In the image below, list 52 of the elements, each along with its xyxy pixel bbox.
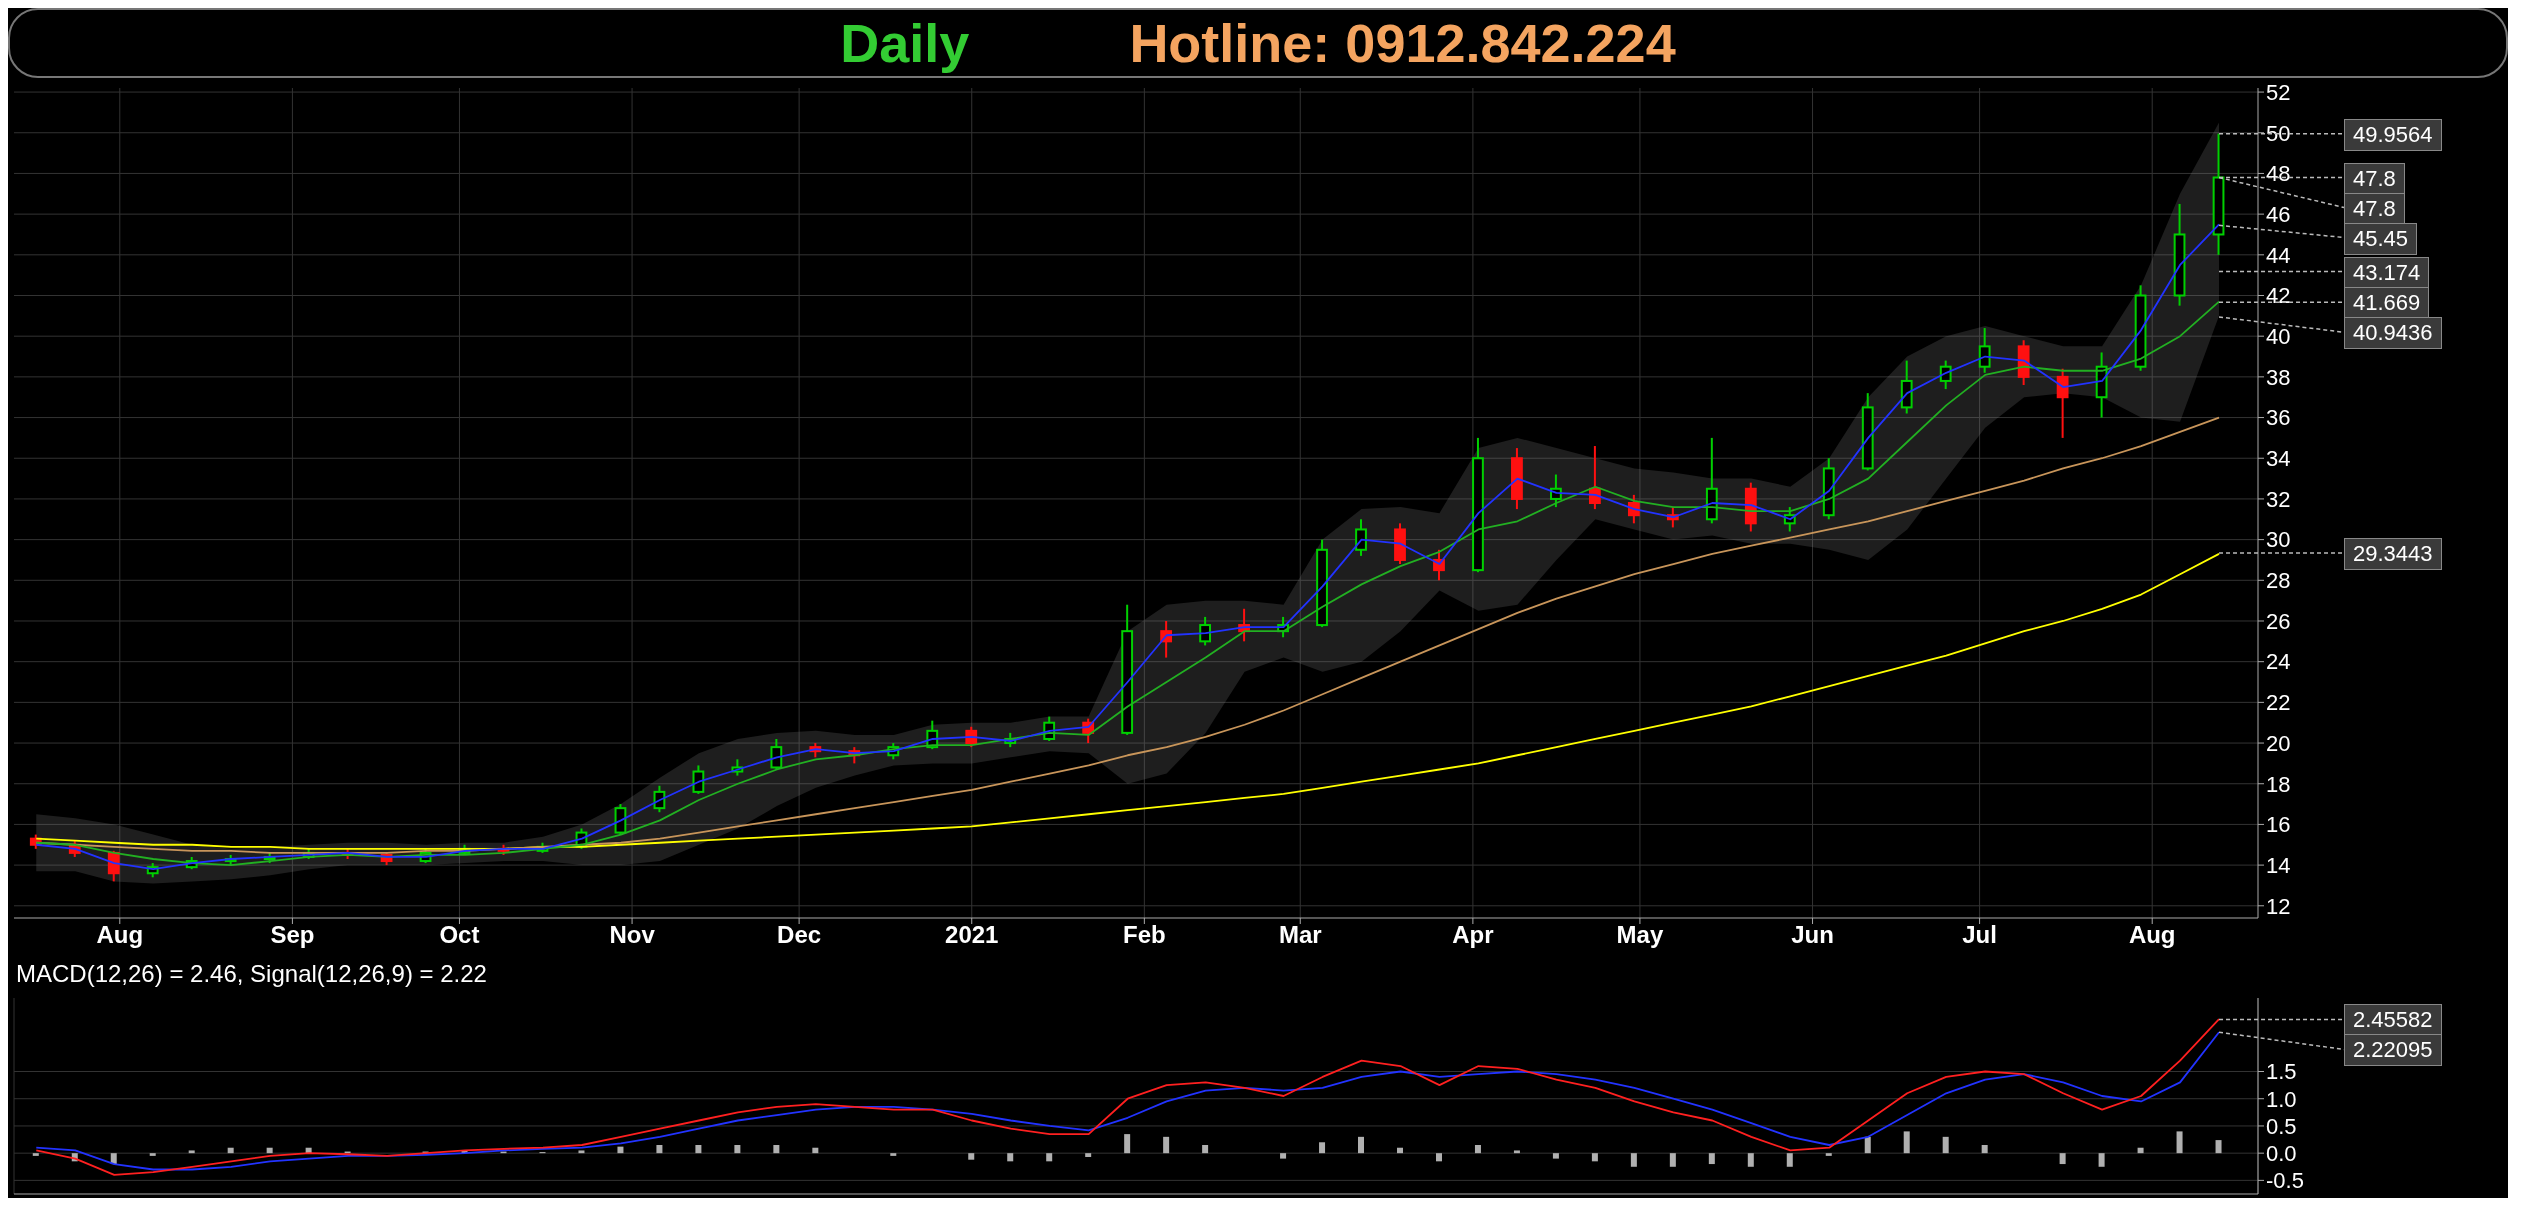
x-tick-label: Oct: [439, 921, 480, 949]
x-tick-label: Dec: [777, 921, 822, 949]
annotation: 47.8: [2344, 192, 2405, 225]
y-tick-label: 16: [2266, 812, 2291, 838]
y-tick-label: 46: [2266, 201, 2291, 227]
y-tick-label: 22: [2266, 690, 2291, 716]
y-tick-label: 40: [2266, 324, 2291, 349]
chart-title: MACD(12,26) = 2.46, Signal(12,26,9) = 2.22: [16, 960, 487, 988]
x-tick-label: Aug: [96, 921, 144, 949]
annotation: 40.9436: [2344, 317, 2442, 350]
y-tick-label: 52: [2266, 79, 2291, 105]
y-tick-label: 34: [2266, 446, 2291, 472]
y-tick-label: 44: [2266, 242, 2291, 268]
y-tick-label: 30: [2266, 527, 2291, 553]
y-tick-label: 28: [2266, 568, 2291, 594]
y-tick-label: 26: [2266, 608, 2291, 634]
y-tick-label: 1.0: [2266, 1086, 2297, 1112]
annotation: 41.669: [2344, 287, 2430, 320]
annotation: 49.9564: [2344, 118, 2442, 151]
x-tick-label: Jul: [1962, 921, 1997, 949]
x-tick-label: Apr: [1452, 921, 1494, 949]
y-tick-label: 0.0: [2266, 1140, 2297, 1166]
y-tick-label: -0.5: [2266, 1168, 2304, 1194]
y-tick-label: 38: [2266, 364, 2291, 390]
annotation: 29.3443: [2344, 537, 2442, 570]
y-tick-label: 50: [2266, 120, 2291, 146]
y-tick-label: 48: [2266, 161, 2291, 187]
x-tick-label: Mar: [1278, 921, 1322, 949]
x-tick-label: Sep: [270, 921, 315, 949]
x-tick-label: Aug: [2128, 921, 2176, 949]
x-tick-label: Feb: [1123, 921, 1166, 949]
x-tick-label: 2021: [945, 921, 999, 949]
x-tick-label: May: [1616, 921, 1664, 949]
y-tick-label: 0.5: [2266, 1113, 2297, 1139]
y-tick-label: 1.5: [2266, 1059, 2297, 1085]
y-tick-label: 20: [2266, 730, 2291, 756]
annotation: 2.22095: [2344, 1034, 2442, 1067]
y-tick-label: 12: [2266, 893, 2291, 919]
annotation: 47.8: [2344, 162, 2405, 195]
chart-title: Daily: [840, 12, 970, 74]
y-tick-label: 36: [2266, 405, 2291, 431]
y-tick-label: 18: [2266, 771, 2291, 797]
y-tick-label: 32: [2266, 486, 2291, 512]
text: Hotline: 0912.842.224: [1129, 12, 1676, 74]
annotation: 45.45: [2344, 222, 2418, 255]
x-tick-label: Jun: [1791, 921, 1834, 949]
y-tick-label: 14: [2266, 852, 2291, 878]
y-tick-label: 24: [2266, 649, 2291, 675]
x-tick-label: Nov: [609, 921, 656, 949]
annotation: 43.174: [2344, 256, 2430, 289]
annotation: 2.45582: [2344, 1004, 2442, 1037]
y-tick-label: 42: [2266, 283, 2291, 309]
